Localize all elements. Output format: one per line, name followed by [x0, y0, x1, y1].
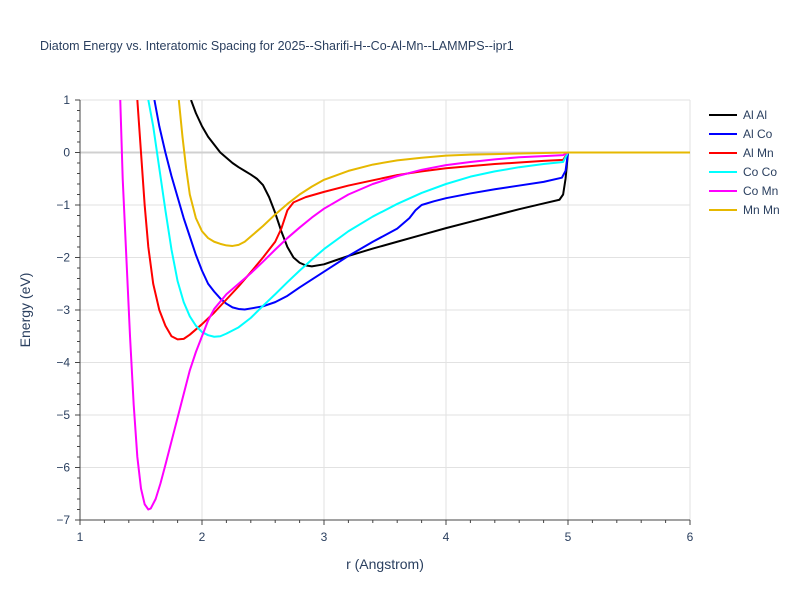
y-tick-label: −7 [56, 513, 70, 527]
y-tick-label: −2 [56, 251, 70, 265]
x-tick-label: 3 [321, 530, 328, 544]
series-line-mn-mn [177, 100, 690, 247]
series-line-al-mn [136, 100, 690, 341]
x-tick-label: 2 [199, 530, 206, 544]
grid [80, 99, 691, 520]
legend-label: Co Co [743, 165, 777, 179]
y-axis-label: Energy (eV) [17, 273, 33, 348]
y-tick-label: −6 [56, 461, 70, 475]
legend-item-mn-mn[interactable]: Mn Mn [709, 203, 780, 217]
x-tick-label: 6 [687, 530, 694, 544]
y-tick-label: 0 [63, 146, 70, 160]
x-tick-label: 1 [77, 530, 84, 544]
x-tick-label: 4 [443, 530, 450, 544]
y-tick-label: 1 [63, 93, 70, 107]
legend-label: Co Mn [743, 184, 778, 198]
y-tick-label: −5 [56, 408, 70, 422]
x-tick-label: 5 [565, 530, 572, 544]
series-line-co-mn [119, 100, 690, 511]
x-axis-label: r (Angstrom) [346, 556, 424, 572]
legend-label: Al Mn [743, 146, 774, 160]
axes [75, 99, 691, 525]
series-lines [119, 100, 690, 511]
legend-label: Al Co [743, 127, 773, 141]
legend-item-co-co[interactable]: Co Co [709, 165, 777, 179]
chart-title: Diatom Energy vs. Interatomic Spacing fo… [40, 39, 514, 53]
y-tick-label: −1 [56, 198, 70, 212]
legend-item-al-co[interactable]: Al Co [709, 127, 773, 141]
legend[interactable]: Al Al Al Co Al Mn Co Co Co Mn Mn Mn [709, 108, 780, 217]
tick-labels: 1 2 3 4 5 6 1 0 −1 −2 −3 −4 −5 −6 −7 [56, 93, 693, 544]
legend-item-co-mn[interactable]: Co Mn [709, 184, 778, 198]
series-line-co-co [147, 100, 690, 338]
legend-label: Al Al [743, 108, 767, 122]
series-line-al-al [190, 100, 690, 268]
y-tick-label: −3 [56, 303, 70, 317]
series-line-al-co [153, 100, 690, 311]
y-tick-label: −4 [56, 356, 70, 370]
legend-item-al-al[interactable]: Al Al [709, 108, 767, 122]
legend-label: Mn Mn [743, 203, 780, 217]
legend-item-al-mn[interactable]: Al Mn [709, 146, 774, 160]
